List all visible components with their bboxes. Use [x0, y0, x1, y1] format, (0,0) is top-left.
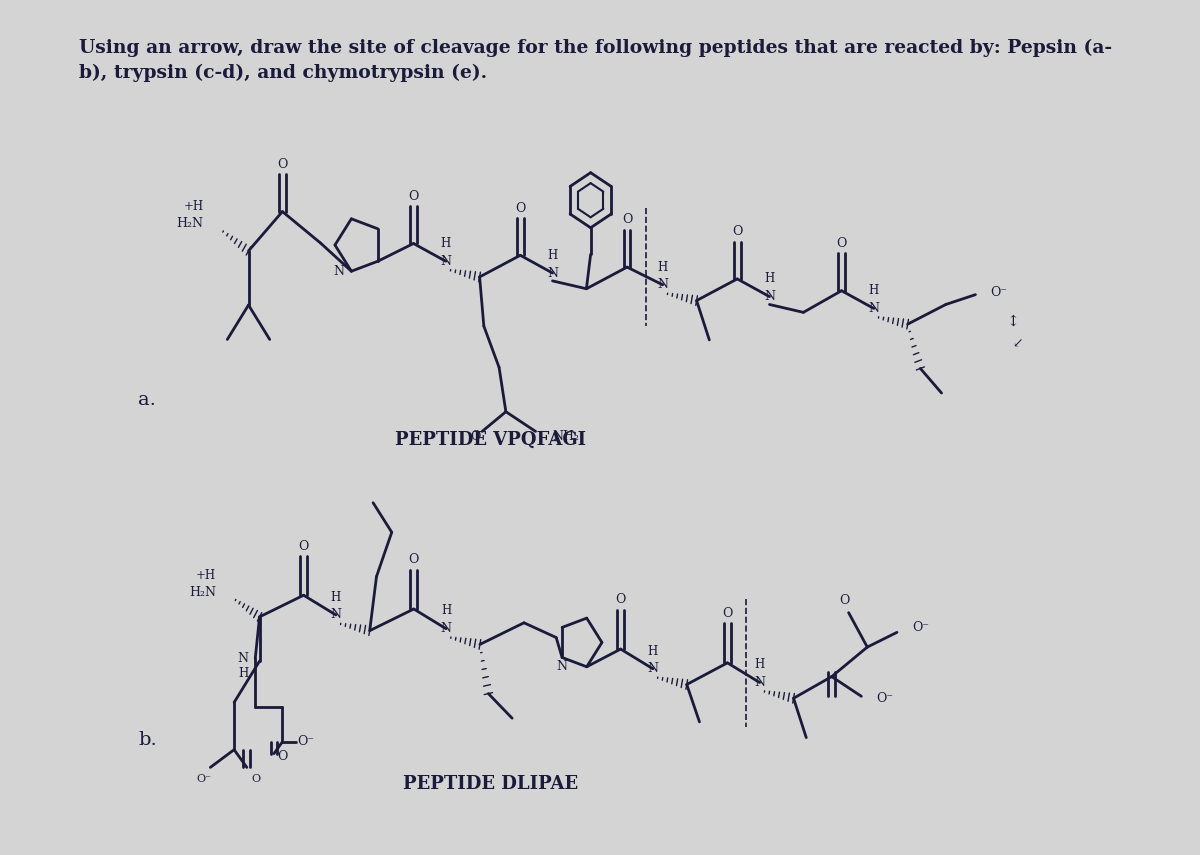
Text: N: N	[440, 255, 451, 268]
Text: O: O	[616, 593, 626, 606]
Text: H: H	[658, 261, 668, 274]
Text: +H: +H	[196, 569, 216, 582]
Text: a.: a.	[138, 392, 156, 410]
Text: N: N	[238, 652, 248, 664]
Text: N: N	[547, 267, 558, 280]
Text: H: H	[869, 284, 878, 298]
Text: O⁻: O⁻	[912, 621, 929, 634]
Text: Using an arrow, draw the site of cleavage for the following peptides that are re: Using an arrow, draw the site of cleavag…	[79, 38, 1112, 56]
Text: O: O	[251, 774, 260, 784]
Text: O⁻: O⁻	[877, 692, 894, 705]
Text: O: O	[515, 202, 526, 215]
Text: N: N	[754, 676, 766, 689]
Text: O: O	[299, 540, 308, 552]
Text: O: O	[277, 158, 288, 171]
Text: H: H	[331, 591, 341, 604]
Text: O: O	[836, 237, 847, 250]
Text: +H: +H	[184, 200, 204, 213]
Text: O: O	[732, 225, 743, 239]
Text: H: H	[440, 604, 451, 617]
Text: O: O	[839, 594, 850, 607]
Text: ↙: ↙	[1013, 338, 1024, 351]
Text: H₂N: H₂N	[176, 217, 204, 230]
Text: N: N	[334, 265, 344, 278]
Text: H: H	[648, 645, 658, 657]
Text: O: O	[277, 750, 288, 763]
Text: PEPTIDE VPQFAGI: PEPTIDE VPQFAGI	[395, 431, 586, 449]
Text: N: N	[658, 279, 668, 292]
Text: b.: b.	[138, 731, 157, 749]
Text: b), trypsin (c-d), and chymotrypsin (e).: b), trypsin (c-d), and chymotrypsin (e).	[79, 64, 487, 82]
Text: O⁻: O⁻	[196, 774, 211, 784]
Text: H₂N: H₂N	[190, 586, 216, 598]
Text: N: N	[869, 302, 880, 315]
Text: O: O	[622, 214, 632, 227]
Text: NH₂: NH₂	[552, 430, 580, 443]
Text: ↕: ↕	[1007, 315, 1020, 329]
Text: H: H	[547, 249, 558, 262]
Text: H: H	[239, 668, 248, 681]
Text: N: N	[440, 622, 451, 635]
Text: O: O	[470, 430, 480, 443]
Text: O: O	[408, 190, 419, 203]
Text: O⁻: O⁻	[991, 286, 1008, 299]
Text: H: H	[764, 273, 775, 286]
Text: O: O	[409, 553, 419, 566]
Text: N: N	[330, 609, 341, 622]
Text: PEPTIDE DLIPAE: PEPTIDE DLIPAE	[402, 775, 577, 793]
Text: N: N	[647, 663, 659, 675]
Text: N: N	[557, 660, 568, 674]
Text: H: H	[440, 237, 451, 250]
Text: N: N	[764, 290, 775, 304]
Text: O⁻: O⁻	[298, 735, 314, 748]
Text: O: O	[722, 607, 733, 620]
Text: H: H	[755, 658, 764, 671]
